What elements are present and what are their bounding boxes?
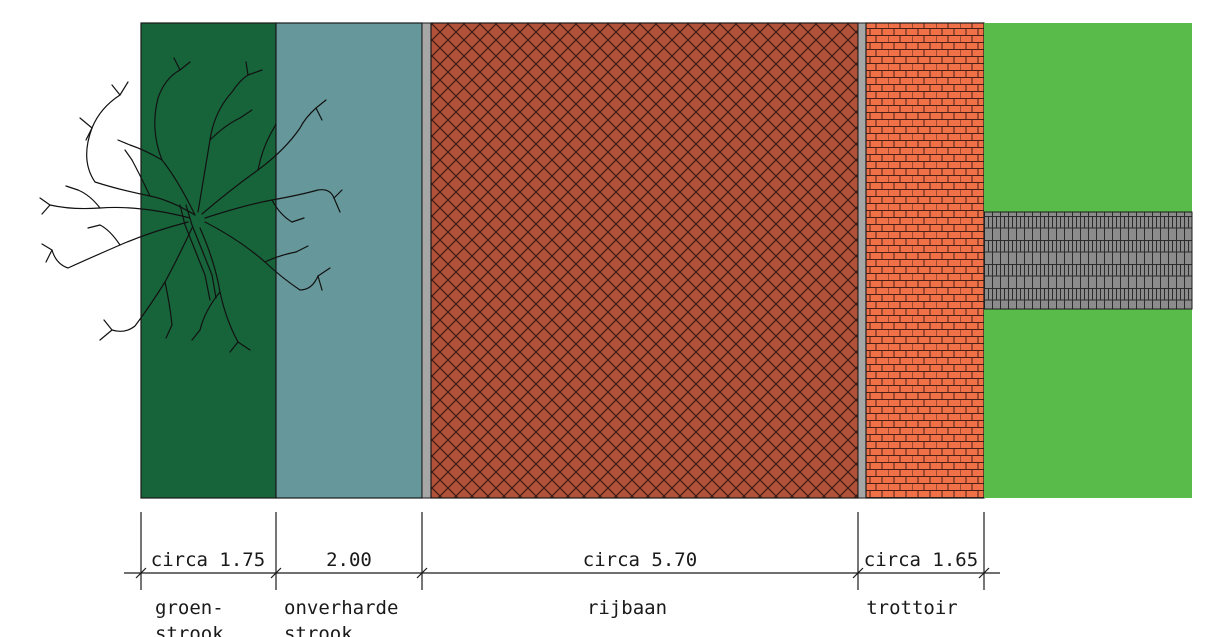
dim-label-trottoir: circa 1.65 <box>864 549 978 571</box>
rijbaan-zone <box>430 22 859 499</box>
dimension-line <box>124 512 1000 590</box>
name-groenstrook-line2: strook <box>155 623 224 637</box>
name-rijbaan: rijbaan <box>587 597 667 619</box>
onverharde-strook-zone <box>275 22 423 499</box>
name-onverharde-line1: onverharde <box>284 597 398 619</box>
tree-icon <box>39 57 343 353</box>
dim-label-rijbaan: circa 5.70 <box>583 549 697 571</box>
name-groenstrook-line1: groen- <box>155 597 224 619</box>
dim-label-groenstrook: circa 1.75 <box>151 549 265 571</box>
dim-label-onverharde-strook: 2.00 <box>326 549 372 571</box>
trottoir-zone <box>865 22 985 499</box>
curb-left <box>421 22 432 499</box>
name-onverharde-line2: strook <box>284 623 353 637</box>
name-trottoir: trottoir <box>866 597 958 619</box>
groenstrook-zone <box>140 22 277 499</box>
curb-right <box>857 22 867 499</box>
pad-zone <box>983 211 1193 310</box>
